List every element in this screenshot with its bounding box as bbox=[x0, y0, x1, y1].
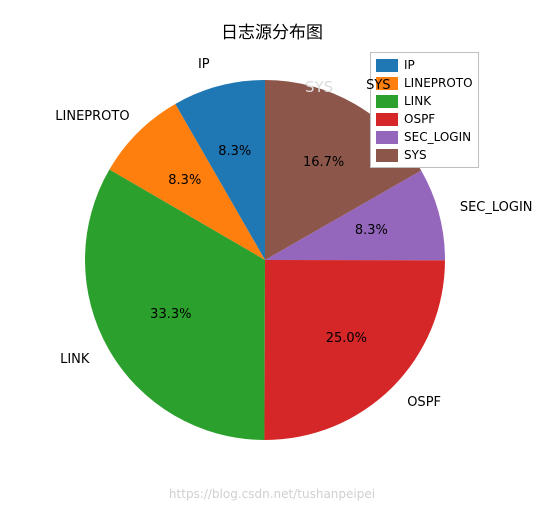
slice-label: LINEPROTO bbox=[55, 109, 129, 124]
legend-swatch bbox=[376, 131, 398, 144]
legend-label: IP bbox=[404, 58, 415, 72]
footer-url: https://blog.csdn.net/tushanpeipei bbox=[0, 487, 544, 501]
legend-swatch bbox=[376, 59, 398, 72]
pct-label: 8.3% bbox=[218, 144, 251, 159]
legend-swatch bbox=[376, 149, 398, 162]
pct-label: 16.7% bbox=[303, 155, 344, 170]
legend-label: SYS bbox=[404, 148, 427, 162]
legend-swatch bbox=[376, 113, 398, 126]
legend-label: OSPF bbox=[404, 112, 435, 126]
pct-label: 8.3% bbox=[168, 173, 201, 188]
slice-label: SYS bbox=[366, 78, 390, 93]
legend-label: SEC_LOGIN bbox=[404, 130, 471, 144]
legend-swatch bbox=[376, 95, 398, 108]
pie-slice bbox=[264, 260, 445, 440]
chart-title: 日志源分布图 bbox=[0, 18, 544, 43]
pct-label: 33.3% bbox=[150, 307, 191, 322]
slice-label: IP bbox=[198, 57, 210, 72]
legend-label: LINK bbox=[404, 94, 431, 108]
legend-item: SEC_LOGIN bbox=[376, 128, 473, 146]
pie-chart: 日志源分布图 SYS IP LINEPROTO LINK OSPF SEC_LOGIN S… bbox=[0, 0, 544, 503]
legend-item: SYS bbox=[376, 146, 473, 164]
pct-label: 8.3% bbox=[355, 223, 388, 238]
legend-item: LINK bbox=[376, 92, 473, 110]
slice-label: SEC_LOGIN bbox=[460, 200, 533, 215]
legend-label: LINEPROTO bbox=[404, 76, 473, 90]
legend: IP LINEPROTO LINK OSPF SEC_LOGIN SYS bbox=[370, 52, 479, 168]
pct-label: 25.0% bbox=[326, 331, 367, 346]
legend-item: OSPF bbox=[376, 110, 473, 128]
slice-label: OSPF bbox=[407, 395, 441, 410]
slice-label: LINK bbox=[60, 352, 89, 367]
legend-item: IP bbox=[376, 56, 473, 74]
